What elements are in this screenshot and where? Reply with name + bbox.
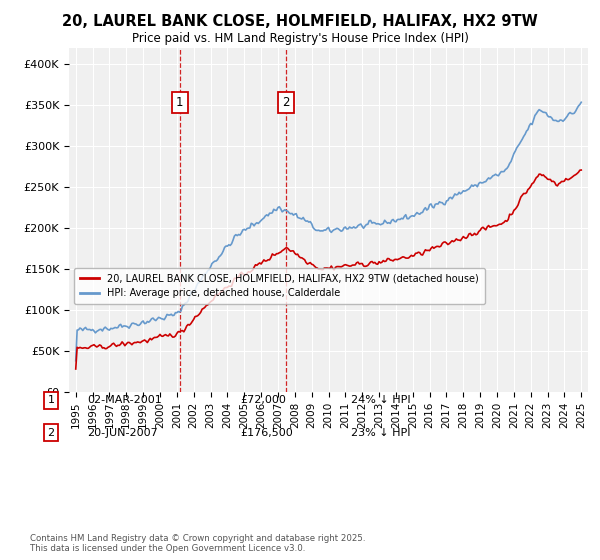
Text: £176,500: £176,500 bbox=[240, 428, 293, 438]
Text: Price paid vs. HM Land Registry's House Price Index (HPI): Price paid vs. HM Land Registry's House … bbox=[131, 32, 469, 45]
Text: 20, LAUREL BANK CLOSE, HOLMFIELD, HALIFAX, HX2 9TW: 20, LAUREL BANK CLOSE, HOLMFIELD, HALIFA… bbox=[62, 14, 538, 29]
Text: 20-JUN-2007: 20-JUN-2007 bbox=[87, 428, 158, 438]
Text: 24% ↓ HPI: 24% ↓ HPI bbox=[351, 395, 410, 405]
Text: 02-MAR-2001: 02-MAR-2001 bbox=[87, 395, 162, 405]
Text: 23% ↓ HPI: 23% ↓ HPI bbox=[351, 428, 410, 438]
Text: 2: 2 bbox=[282, 96, 290, 109]
Text: 1: 1 bbox=[176, 96, 184, 109]
Text: 1: 1 bbox=[47, 395, 55, 405]
Text: 2: 2 bbox=[47, 428, 55, 438]
Text: £72,000: £72,000 bbox=[240, 395, 286, 405]
Text: Contains HM Land Registry data © Crown copyright and database right 2025.
This d: Contains HM Land Registry data © Crown c… bbox=[30, 534, 365, 553]
Legend: 20, LAUREL BANK CLOSE, HOLMFIELD, HALIFAX, HX2 9TW (detached house), HPI: Averag: 20, LAUREL BANK CLOSE, HOLMFIELD, HALIFA… bbox=[74, 268, 485, 304]
